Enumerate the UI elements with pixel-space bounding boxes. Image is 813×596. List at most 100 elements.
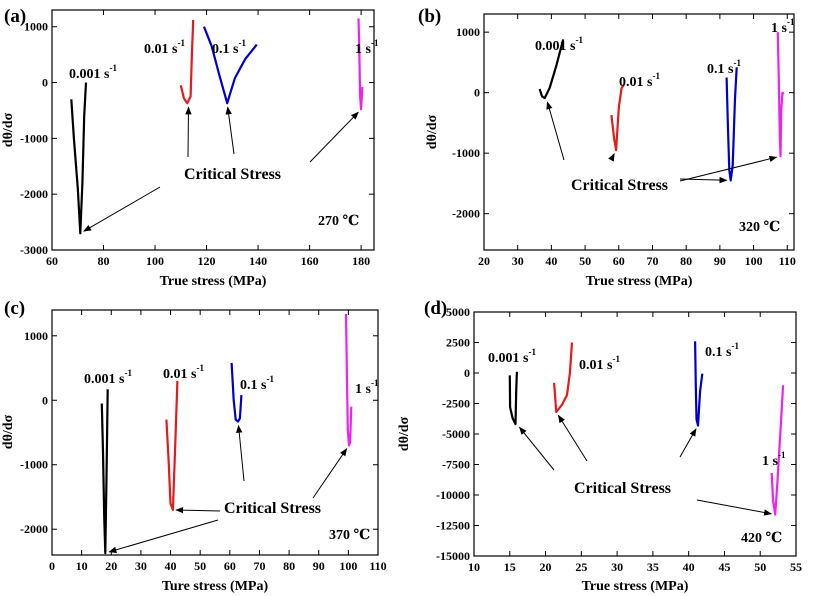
x-tick-label: 10	[76, 559, 88, 573]
y-tick-label: -7500	[442, 458, 470, 472]
critical-stress-arrow	[557, 414, 588, 462]
y-tick-label: 0	[42, 76, 48, 90]
y-tick-label: -5000	[442, 427, 470, 441]
series-line	[770, 385, 785, 516]
critical-stress-arrow	[83, 186, 161, 232]
series-line	[70, 82, 88, 235]
plot-frame	[473, 311, 797, 557]
data-series-group: 0.001 s-1 0.01 s-1 0.1 s-1 1 s-1	[84, 313, 379, 555]
x-tick-label: 50	[754, 560, 766, 574]
y-axis-label: dθ/dσ	[425, 114, 440, 149]
x-axis-label: True stress (MPa)	[586, 274, 693, 289]
y-tick-label: -2500	[442, 397, 470, 411]
temperature-label: 370 ℃	[329, 528, 371, 543]
x-tick-label: 35	[647, 560, 659, 574]
series-label: 0.001 s-1	[488, 347, 536, 366]
x-tick-label: 50	[579, 254, 591, 268]
panel-label: (b)	[418, 6, 441, 27]
y-tick-label: -1000	[20, 458, 48, 472]
y-tick-label: 0	[42, 393, 48, 407]
arrow-group	[83, 106, 359, 232]
temperature-label: 320 ℃	[739, 220, 781, 235]
series-line	[538, 39, 565, 100]
critical-stress-annotation: Critical Stress	[184, 166, 281, 183]
y-tick-label: -3000	[20, 243, 48, 257]
temperature-label: 270 ℃	[318, 214, 360, 229]
x-tick-label: 110	[369, 559, 386, 573]
x-tick-label: 160	[301, 254, 319, 268]
panel-label: (a)	[4, 6, 26, 27]
critical-stress-annotation: Critical Stress	[574, 480, 671, 497]
x-tick-label: 30	[611, 560, 623, 574]
series-label: 0.001 s-1	[84, 368, 132, 387]
series-line	[230, 362, 243, 423]
axis-ticks: 10 15 20 25 30 35 40 45 50 55 -15000 -12500 -10000 -7…	[436, 305, 802, 574]
critical-stress-arrow	[309, 111, 359, 163]
x-tick-label: 70	[253, 559, 265, 573]
series-line	[344, 313, 353, 447]
axis-ticks: 0 10 20 30 40 50 60 70 80 90 100 110 -2000 -1000 0 1000	[20, 310, 387, 573]
x-tick-label: 80	[680, 254, 692, 268]
series-label: 0.1 s-1	[707, 58, 741, 77]
y-tick-label: 0	[464, 366, 470, 380]
critical-stress-arrow	[175, 506, 221, 514]
x-tick-label: 120	[198, 254, 216, 268]
x-tick-label: 50	[194, 559, 206, 573]
series-line	[357, 18, 364, 111]
critical-stress-arrow	[185, 106, 192, 158]
x-tick-label: 45	[718, 560, 730, 574]
x-tick-label: 90	[714, 254, 726, 268]
x-tick-label: 100	[745, 254, 763, 268]
chart-panel-d: (d) 10 15 20 25 30 35 40 45 50 55 -15000 -12500 -100…	[397, 298, 802, 594]
x-tick-label: 20	[478, 254, 490, 268]
series-line	[202, 26, 258, 105]
chart-panel-c: (c) 0 10 20 30 40 50 60 70 80 90 100 110-2000-10000…	[1, 298, 387, 594]
x-tick-label: 30	[135, 559, 147, 573]
critical-stress-arrow	[518, 426, 555, 471]
critical-stress-annotation: Critical Stress	[224, 500, 321, 517]
axis-ticks: 60 80 100 120 140 160 180 -3000 -2000 -1000 0 1000	[20, 10, 374, 268]
y-tick-label: 2500	[446, 336, 470, 350]
y-tick-label: -10000	[436, 488, 470, 502]
x-tick-label: 0	[49, 559, 55, 573]
chart-panel-b: (b) 20 30 40 50 60 70 80 90 100 110 -2000 -1000 0 100…	[418, 6, 796, 289]
series-line	[508, 371, 518, 426]
critical-stress-arrow	[108, 519, 219, 553]
series-line	[610, 84, 625, 152]
y-tick-label: -1000	[452, 146, 480, 160]
x-tick-label: 180	[352, 254, 370, 268]
series-line	[776, 32, 785, 158]
y-axis-label: dθ/dσ	[397, 416, 412, 451]
y-tick-label: -1000	[20, 131, 48, 145]
plot-frame	[51, 309, 379, 556]
x-tick-label: 55	[790, 560, 802, 574]
panel-label: (c)	[4, 298, 25, 319]
series-line	[694, 341, 704, 427]
x-tick-label: 110	[779, 254, 796, 268]
critical-stress-arrow	[696, 499, 773, 516]
x-axis-label: True stress (MPa)	[160, 274, 267, 289]
y-tick-label: -12500	[436, 519, 470, 533]
series-label: 0.01 s-1	[144, 38, 185, 57]
panel-label: (d)	[424, 298, 447, 319]
data-series-group: 0.001 s-1 0.01 s-1 0.1 s-1 1 s-1	[69, 18, 379, 235]
x-tick-label: 100	[339, 559, 357, 573]
x-tick-label: 60	[613, 254, 625, 268]
y-tick-label: -15000	[436, 549, 470, 563]
x-tick-label: 40	[545, 254, 557, 268]
y-tick-label: 1000	[24, 329, 48, 343]
plot-frame	[483, 13, 795, 251]
series-line	[725, 67, 738, 182]
x-axis-label: True stress (MPa)	[582, 579, 689, 594]
series-line	[100, 389, 109, 555]
x-tick-label: 140	[249, 254, 267, 268]
series-line	[553, 342, 574, 414]
series-label: 1 s-1	[762, 450, 786, 469]
series-label: 1 s-1	[355, 38, 379, 57]
series-line	[165, 380, 179, 511]
series-label: 0.01 s-1	[163, 363, 204, 382]
y-tick-label: 1000	[24, 20, 48, 34]
series-label: 0.1 s-1	[240, 374, 274, 393]
critical-stress-arrow	[312, 448, 348, 499]
x-tick-label: 15	[504, 560, 516, 574]
